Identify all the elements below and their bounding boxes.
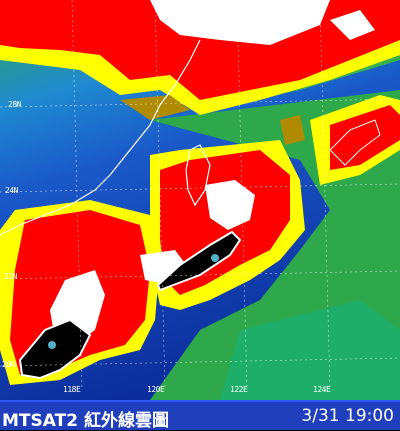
cloud-core-cyan	[48, 341, 56, 349]
lat-grid-line	[0, 357, 400, 367]
lon-grid-line	[71, 0, 83, 391]
image-time: 19:00	[345, 406, 394, 426]
lon-label-120e: 120E	[147, 385, 165, 394]
image-date: 3/31	[301, 406, 340, 426]
coastline-china	[0, 39, 201, 236]
lon-grid-line	[154, 0, 166, 391]
lon-label-118e: 118E	[63, 385, 81, 394]
cloud-core-black	[18, 318, 92, 380]
caption-bar: MTSAT2 紅外線雲圖 3/31 19:00	[0, 400, 400, 431]
cloud-top-white	[205, 180, 255, 230]
lon-label-124e: 124E	[313, 385, 331, 394]
cloud-top-white	[330, 10, 375, 40]
cloud-olive	[120, 95, 190, 120]
cloud-olive	[280, 115, 305, 145]
coastline-taiwan	[185, 144, 211, 207]
lat-label-22n: 22N	[4, 272, 17, 281]
infrared-cloud-map	[0, 0, 400, 400]
cloud-region-red	[330, 105, 400, 170]
lat-grid-line	[0, 98, 400, 108]
lat-grid-line	[0, 183, 400, 193]
caption-datetime: 3/31 19:00	[301, 406, 394, 426]
satellite-name: MTSAT2	[2, 411, 79, 431]
lat-label-24n: 24N	[5, 186, 18, 195]
lon-grid-line	[236, 0, 248, 391]
cloud-core-black	[156, 230, 242, 292]
lat-label-20n: 20N	[2, 360, 15, 369]
product-name: 紅外線雲圖	[83, 411, 169, 431]
lon-label-122e: 122E	[230, 385, 248, 394]
coastline-islands	[329, 119, 381, 166]
caption-title: MTSAT2 紅外線雲圖	[2, 406, 169, 431]
lat-grid-line	[0, 270, 400, 280]
cloud-core-cyan	[211, 254, 219, 262]
lon-grid-line	[319, 0, 331, 391]
cloud-top-white	[150, 0, 330, 45]
lat-label-28n: 28N	[8, 100, 21, 109]
warm-region-south	[220, 300, 400, 400]
